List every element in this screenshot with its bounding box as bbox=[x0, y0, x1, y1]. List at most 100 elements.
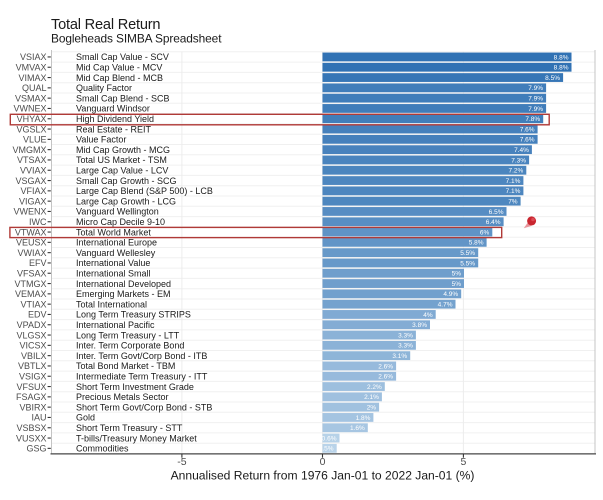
svg-text:0.5%: 0.5% bbox=[319, 446, 334, 453]
svg-text:Bogleheads SIMBA Spreadsheet: Bogleheads SIMBA Spreadsheet bbox=[51, 32, 222, 46]
svg-text:8.5%: 8.5% bbox=[545, 75, 560, 82]
svg-text:VWIAX: VWIAX bbox=[17, 248, 46, 258]
svg-text:0: 0 bbox=[320, 456, 326, 468]
svg-text:FSAGX: FSAGX bbox=[16, 392, 47, 402]
svg-text:VLGSX: VLGSX bbox=[16, 330, 46, 340]
svg-text:Small Cap Blend - SCB: Small Cap Blend - SCB bbox=[76, 93, 170, 103]
svg-text:VBIRX: VBIRX bbox=[19, 402, 46, 412]
svg-text:Inter. Term Corporate Bond: Inter. Term Corporate Bond bbox=[76, 341, 184, 351]
svg-text:Quality Factor: Quality Factor bbox=[76, 83, 132, 93]
svg-text:4.9%: 4.9% bbox=[443, 291, 458, 298]
svg-text:7.1%: 7.1% bbox=[506, 188, 521, 195]
svg-text:VSMAX: VSMAX bbox=[15, 93, 47, 103]
svg-text:2%: 2% bbox=[367, 404, 377, 411]
svg-text:VTSAX: VTSAX bbox=[17, 155, 47, 165]
svg-text:QUAL: QUAL bbox=[22, 83, 47, 93]
svg-text:3.8%: 3.8% bbox=[412, 322, 427, 329]
svg-text:VGSLX: VGSLX bbox=[16, 124, 46, 134]
svg-text:VSBSX: VSBSX bbox=[16, 423, 46, 433]
svg-text:3.1%: 3.1% bbox=[392, 353, 407, 360]
svg-text:International Developed: International Developed bbox=[76, 279, 171, 289]
svg-text:VSGAX: VSGAX bbox=[15, 176, 46, 186]
svg-text:Precious Metals Sector: Precious Metals Sector bbox=[76, 392, 169, 402]
svg-text:0.6%: 0.6% bbox=[322, 435, 337, 442]
svg-text:2.2%: 2.2% bbox=[367, 384, 382, 391]
svg-text:7.3%: 7.3% bbox=[511, 157, 526, 164]
svg-text:VBTLX: VBTLX bbox=[18, 361, 47, 371]
svg-text:VWENX: VWENX bbox=[13, 207, 46, 217]
svg-text:VVIAX: VVIAX bbox=[20, 165, 47, 175]
svg-text:6%: 6% bbox=[480, 229, 490, 236]
svg-text:Mid Cap Value - MCV: Mid Cap Value - MCV bbox=[76, 62, 162, 72]
svg-text:Mid Cap Growth - MCG: Mid Cap Growth - MCG bbox=[76, 145, 170, 155]
svg-text:Inter. Term Govt/Corp Bond - I: Inter. Term Govt/Corp Bond - ITB bbox=[76, 351, 207, 361]
svg-text:VWNEX: VWNEX bbox=[13, 104, 46, 114]
svg-text:Small Cap Value - SCV: Small Cap Value - SCV bbox=[76, 52, 169, 62]
svg-text:7.9%: 7.9% bbox=[528, 95, 543, 102]
svg-text:8.8%: 8.8% bbox=[554, 54, 569, 61]
svg-text:VTIAX: VTIAX bbox=[20, 299, 46, 309]
svg-text:VFSAX: VFSAX bbox=[17, 268, 47, 278]
svg-text:VUSXX: VUSXX bbox=[16, 433, 47, 443]
svg-text:VEMAX: VEMAX bbox=[15, 289, 47, 299]
svg-text:5%: 5% bbox=[452, 281, 462, 288]
svg-text:EFV: EFV bbox=[29, 258, 47, 268]
svg-text:7%: 7% bbox=[508, 198, 518, 205]
svg-text:5%: 5% bbox=[452, 271, 462, 278]
svg-text:5: 5 bbox=[460, 456, 466, 468]
svg-text:7.6%: 7.6% bbox=[520, 137, 535, 144]
svg-text:3.3%: 3.3% bbox=[398, 343, 413, 350]
svg-text:VPADX: VPADX bbox=[17, 320, 47, 330]
svg-text:Large Cap Blend (S&P 500) - LC: Large Cap Blend (S&P 500) - LCB bbox=[76, 186, 213, 196]
svg-text:IWC: IWC bbox=[29, 217, 47, 227]
svg-text:Total International: Total International bbox=[76, 299, 147, 309]
svg-text:VHYAX: VHYAX bbox=[17, 114, 47, 124]
svg-text:7.1%: 7.1% bbox=[506, 178, 521, 185]
svg-text:Vanguard Windsor: Vanguard Windsor bbox=[76, 104, 150, 114]
svg-text:VBILX: VBILX bbox=[21, 351, 47, 361]
svg-text:Long Term Treasury - LTT: Long Term Treasury - LTT bbox=[76, 330, 180, 340]
svg-text:Mid Cap Blend - MCB: Mid Cap Blend - MCB bbox=[76, 73, 163, 83]
svg-text:Emerging Markets - EM: Emerging Markets - EM bbox=[76, 289, 171, 299]
svg-text:Small Cap Growth - SCG: Small Cap Growth - SCG bbox=[76, 176, 177, 186]
svg-text:-5: -5 bbox=[177, 456, 186, 468]
svg-text:Intermediate Term Treasury - I: Intermediate Term Treasury - ITT bbox=[76, 371, 208, 381]
svg-text:Value Factor: Value Factor bbox=[76, 135, 126, 145]
svg-text:7.8%: 7.8% bbox=[525, 116, 540, 123]
svg-text:2.6%: 2.6% bbox=[378, 374, 393, 381]
svg-text:VTWAX: VTWAX bbox=[15, 227, 47, 237]
svg-text:7.2%: 7.2% bbox=[508, 168, 523, 175]
svg-text:7.4%: 7.4% bbox=[514, 147, 529, 154]
svg-text:1.8%: 1.8% bbox=[356, 415, 371, 422]
svg-text:VMGMX: VMGMX bbox=[12, 145, 46, 155]
svg-text:IAU: IAU bbox=[31, 413, 46, 423]
svg-text:High Dividend Yield: High Dividend Yield bbox=[76, 114, 154, 124]
svg-text:Gold: Gold bbox=[76, 413, 95, 423]
svg-text:VIGAX: VIGAX bbox=[19, 196, 47, 206]
svg-text:International Pacific: International Pacific bbox=[76, 320, 155, 330]
svg-text:4.7%: 4.7% bbox=[438, 301, 453, 308]
svg-text:GSG: GSG bbox=[26, 444, 46, 454]
svg-text:VMVAX: VMVAX bbox=[16, 62, 47, 72]
svg-text:Total World Market: Total World Market bbox=[76, 227, 151, 237]
svg-text:Short Term Govt/Corp Bond - ST: Short Term Govt/Corp Bond - STB bbox=[76, 402, 212, 412]
svg-text:VFSUX: VFSUX bbox=[16, 382, 46, 392]
svg-text:3.3%: 3.3% bbox=[398, 332, 413, 339]
svg-text:Long Term Treasury STRIPS: Long Term Treasury STRIPS bbox=[76, 310, 191, 320]
svg-text:VSIGX: VSIGX bbox=[19, 371, 47, 381]
svg-text:EDV: EDV bbox=[28, 310, 47, 320]
svg-text:VICSX: VICSX bbox=[19, 341, 46, 351]
svg-text:Total Real Return: Total Real Return bbox=[51, 17, 160, 33]
svg-text:Real Estate - REIT: Real Estate - REIT bbox=[76, 124, 152, 134]
svg-text:8.8%: 8.8% bbox=[554, 65, 569, 72]
svg-text:5.8%: 5.8% bbox=[469, 240, 484, 247]
svg-text:2.1%: 2.1% bbox=[364, 394, 379, 401]
svg-text:1.6%: 1.6% bbox=[350, 425, 365, 432]
svg-text:7.9%: 7.9% bbox=[528, 85, 543, 92]
svg-text:5.5%: 5.5% bbox=[460, 250, 475, 257]
svg-text:VTMGX: VTMGX bbox=[14, 279, 46, 289]
svg-text:VSIAX: VSIAX bbox=[20, 52, 47, 62]
svg-text:7.9%: 7.9% bbox=[528, 106, 543, 113]
svg-text:Commodities: Commodities bbox=[76, 444, 129, 454]
svg-text:Vanguard Wellington: Vanguard Wellington bbox=[76, 207, 159, 217]
